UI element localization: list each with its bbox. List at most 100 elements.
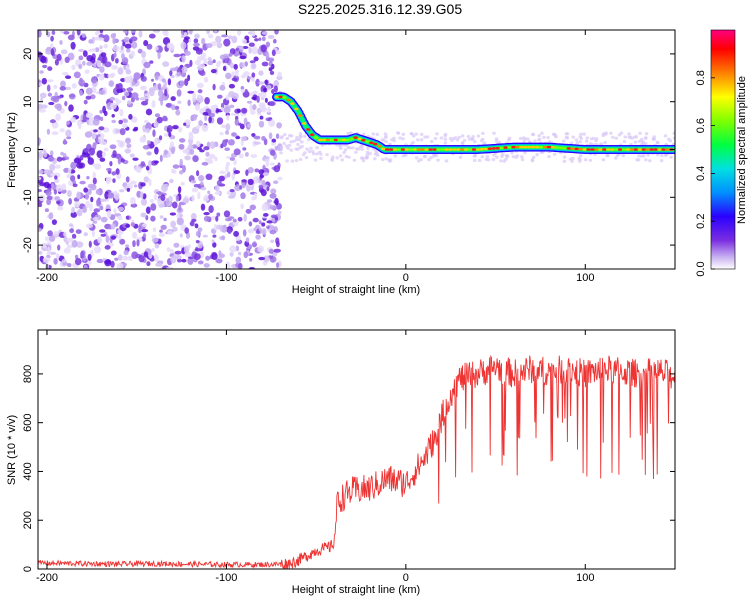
heatmap-cell bbox=[518, 136, 523, 141]
heatmap-cell bbox=[169, 248, 174, 254]
heatmap-cell bbox=[223, 210, 231, 218]
heatmap-cell bbox=[234, 118, 239, 126]
heatmap-cell bbox=[594, 139, 598, 143]
ridge-cell bbox=[602, 148, 607, 151]
heatmap-cell bbox=[49, 43, 54, 49]
heatmap-cell bbox=[50, 150, 54, 157]
heatmap-cell bbox=[83, 99, 88, 105]
heatmap-cell bbox=[417, 159, 421, 163]
heatmap-cell bbox=[199, 149, 205, 153]
heatmap-cell bbox=[227, 139, 235, 146]
heatmap-cell bbox=[146, 140, 151, 145]
heatmap-cell bbox=[182, 148, 189, 154]
heatmap-cell bbox=[511, 155, 516, 159]
ridge-cell bbox=[475, 148, 481, 151]
ridge-cell bbox=[460, 148, 465, 151]
heatmap-cell bbox=[99, 205, 104, 211]
heatmap-cell bbox=[601, 158, 606, 162]
heatmap-cell bbox=[60, 49, 68, 55]
heatmap-cell bbox=[95, 189, 100, 195]
heatmap-cell bbox=[76, 30, 81, 36]
heatmap-cell bbox=[672, 142, 675, 146]
heatmap-cell bbox=[205, 255, 211, 261]
heatmap-cell bbox=[90, 196, 94, 203]
heatmap-cell bbox=[53, 230, 59, 239]
heatmap-cell bbox=[95, 137, 99, 145]
heatmap-cell bbox=[179, 138, 186, 143]
heatmap-cell bbox=[214, 156, 218, 162]
heatmap-cell bbox=[241, 179, 248, 183]
heatmap-cell bbox=[644, 132, 649, 136]
heatmap-cell bbox=[213, 30, 218, 33]
heatmap-cell bbox=[51, 30, 56, 35]
ridge-cell bbox=[325, 138, 331, 142]
heatmap-cell bbox=[290, 159, 295, 163]
y-tick-label: 400 bbox=[22, 462, 34, 480]
heatmap-cell bbox=[63, 247, 71, 254]
heatmap-cell bbox=[530, 158, 535, 162]
heatmap-cell bbox=[110, 260, 115, 268]
heatmap-cell bbox=[184, 155, 191, 161]
heatmap-cell bbox=[108, 80, 115, 87]
heatmap-cell bbox=[99, 30, 104, 34]
heatmap-cell bbox=[300, 140, 304, 144]
heatmap-cell bbox=[191, 194, 195, 202]
heatmap-cell bbox=[371, 132, 376, 136]
heatmap-cell bbox=[264, 97, 268, 103]
heatmap-cell bbox=[148, 88, 155, 97]
heatmap-cell bbox=[294, 159, 299, 163]
heatmap-cell bbox=[204, 115, 208, 122]
heatmap-cell bbox=[170, 220, 177, 228]
colorbar-tick-label: 0.0 bbox=[695, 261, 707, 276]
heatmap-cell bbox=[145, 215, 149, 221]
heatmap-cell bbox=[155, 262, 163, 267]
heatmap-cell bbox=[65, 75, 72, 79]
heatmap-cell bbox=[117, 156, 122, 165]
heatmap-cell bbox=[352, 158, 357, 162]
y-tick-label: 20 bbox=[22, 48, 34, 60]
heatmap-cell bbox=[315, 146, 319, 150]
heatmap-cell bbox=[258, 256, 266, 261]
heatmap-cell bbox=[54, 164, 61, 169]
heatmap-cell bbox=[260, 189, 267, 197]
heatmap-cell bbox=[98, 73, 105, 81]
heatmap-cell bbox=[194, 59, 201, 66]
heatmap-cell bbox=[42, 257, 51, 263]
heatmap-cell bbox=[599, 142, 604, 146]
heatmap-cell bbox=[115, 58, 119, 64]
heatmap-cell bbox=[502, 159, 507, 163]
heatmap-cell bbox=[116, 88, 124, 94]
heatmap-cell bbox=[644, 158, 648, 162]
heatmap-cell bbox=[114, 257, 119, 261]
heatmap-cell bbox=[248, 42, 255, 47]
ridge-cell bbox=[444, 148, 449, 151]
heatmap-cell bbox=[55, 184, 64, 192]
heatmap-cell bbox=[194, 248, 202, 252]
heatmap-cell bbox=[92, 220, 98, 224]
ridge-cell bbox=[436, 148, 441, 151]
heatmap-cell bbox=[161, 78, 166, 83]
ridge-cell bbox=[420, 148, 425, 151]
ridge-cell bbox=[333, 138, 339, 142]
heatmap-cell bbox=[203, 57, 208, 65]
ridge-cell bbox=[523, 145, 528, 149]
heatmap-cell bbox=[222, 65, 227, 72]
ridge-cell bbox=[554, 146, 560, 149]
heatmap-cell bbox=[129, 153, 135, 158]
heatmap-cell bbox=[263, 213, 269, 217]
heatmap-cell bbox=[603, 140, 607, 145]
heatmap-cell bbox=[92, 216, 99, 222]
heatmap-cell bbox=[172, 164, 180, 169]
heatmap-cell bbox=[146, 43, 153, 50]
heatmap-cell bbox=[273, 85, 278, 93]
heatmap-cell bbox=[117, 83, 123, 90]
heatmap-cell bbox=[103, 44, 109, 49]
heatmap-cell bbox=[219, 170, 226, 174]
heatmap-cell bbox=[38, 250, 43, 255]
heatmap-cell bbox=[552, 132, 557, 136]
heatmap-cell bbox=[131, 30, 136, 33]
heatmap-cell bbox=[234, 184, 242, 192]
heatmap-cell bbox=[47, 230, 53, 237]
ridge-cell bbox=[345, 138, 350, 142]
heatmap-cell bbox=[126, 187, 131, 192]
